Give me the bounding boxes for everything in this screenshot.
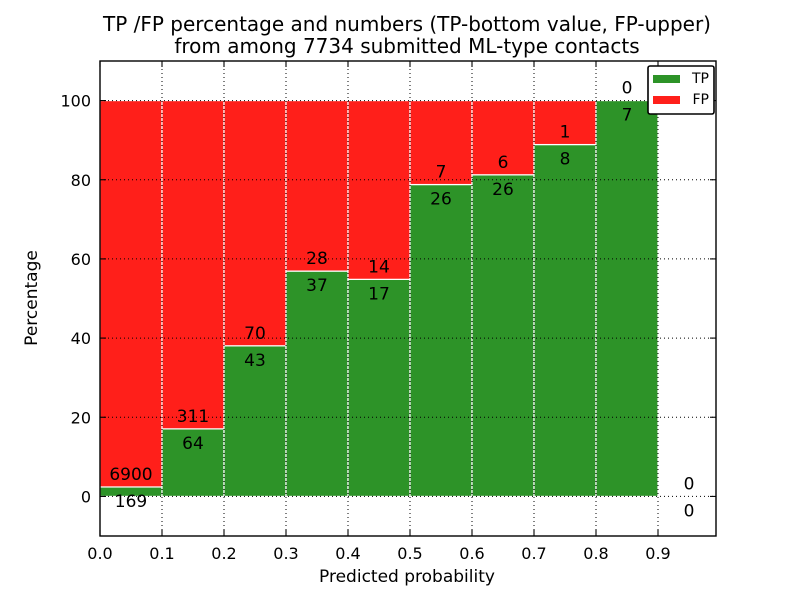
y-tick-label-0: 0 bbox=[81, 487, 91, 506]
tp-count-0.6-0.7: 26 bbox=[492, 180, 514, 200]
bar-tp-0.7-0.8 bbox=[533, 143, 597, 498]
x-tick-label-0.0: 0.0 bbox=[87, 544, 112, 563]
x-tick-label-0.6: 0.6 bbox=[459, 544, 484, 563]
fp-count-0.8-0.9: 0 bbox=[622, 79, 633, 99]
y-tick-label-60: 60 bbox=[71, 250, 91, 269]
legend-swatch-tp bbox=[653, 75, 680, 83]
x-tick-label-0.4: 0.4 bbox=[335, 544, 360, 563]
tp-count-0.5-0.6: 26 bbox=[430, 190, 452, 210]
tp-count-0.4-0.5: 17 bbox=[368, 284, 390, 304]
y-axis-label: Percentage bbox=[22, 250, 42, 346]
y-tick-label-80: 80 bbox=[71, 171, 91, 190]
axes-frame bbox=[99, 60, 717, 537]
fp-count-0.0-0.1: 6900 bbox=[109, 465, 152, 485]
chart-title-line1: TP /FP percentage and numbers (TP-bottom… bbox=[102, 12, 711, 36]
x-tick-label-0.1: 0.1 bbox=[149, 544, 174, 563]
x-tick-label-0.2: 0.2 bbox=[211, 544, 236, 563]
bar-tp-0.3-0.4 bbox=[285, 270, 349, 498]
legend: TP FP bbox=[647, 65, 715, 115]
bar-tp-0.8-0.9 bbox=[595, 99, 659, 498]
bar-fp-0.0-0.1 bbox=[99, 99, 163, 488]
bar-tp-0.5-0.6 bbox=[409, 183, 473, 498]
y-tick-label-100: 100 bbox=[60, 92, 91, 111]
bar-fp-0.3-0.4 bbox=[285, 99, 349, 272]
x-tick-label-0.3: 0.3 bbox=[273, 544, 298, 563]
bar-fp-0.2-0.3 bbox=[223, 99, 287, 347]
fp-count-0.2-0.3: 70 bbox=[244, 324, 266, 344]
x-tick-label-0.7: 0.7 bbox=[521, 544, 546, 563]
x-tick-label-0.8: 0.8 bbox=[583, 544, 608, 563]
x-axis-label: Predicted probability bbox=[319, 567, 495, 587]
fp-count-0.7-0.8: 1 bbox=[560, 123, 571, 143]
tp-count-0.8-0.9: 7 bbox=[622, 106, 633, 126]
plot-area: 0.0 0.1 0.2 0.3 0.4 0.5 0.6 0.7 0.8 0.90204060801… bbox=[60, 60, 717, 563]
y-tick-label-40: 40 bbox=[71, 329, 91, 348]
fp-count-0.6-0.7: 6 bbox=[498, 153, 509, 173]
tp-count-0.9-1.0: 0 bbox=[684, 501, 695, 521]
bar-tp-0.2-0.3 bbox=[223, 345, 287, 498]
x-tick-label-0.5: 0.5 bbox=[397, 544, 422, 563]
bar-fp-0.1-0.2 bbox=[161, 99, 225, 430]
fp-count-0.3-0.4: 28 bbox=[306, 249, 328, 269]
chart-title-line2: from among 7734 submitted ML-type contac… bbox=[174, 34, 639, 58]
bar-tp-0.4-0.5 bbox=[347, 278, 411, 498]
fp-count-0.5-0.6: 7 bbox=[436, 163, 447, 183]
legend-label-fp: FP bbox=[693, 92, 710, 108]
fp-count-0.4-0.5: 14 bbox=[368, 257, 390, 277]
tp-count-0.3-0.4: 37 bbox=[306, 276, 328, 296]
bar-tp-0.6-0.7 bbox=[471, 174, 535, 498]
y-tick-label-20: 20 bbox=[71, 408, 91, 427]
tp-count-0.2-0.3: 43 bbox=[244, 351, 266, 371]
legend-swatch-fp bbox=[653, 96, 680, 104]
tp-count-0.7-0.8: 8 bbox=[560, 150, 571, 170]
tp-count-0.1-0.2: 64 bbox=[182, 434, 204, 454]
fp-count-0.1-0.2: 311 bbox=[177, 407, 209, 427]
x-tick-label-0.9: 0.9 bbox=[645, 544, 670, 563]
tp-count-0.0-0.1: 169 bbox=[115, 492, 147, 512]
legend-label-tp: TP bbox=[691, 71, 709, 87]
bar-fp-0.4-0.5 bbox=[347, 99, 411, 280]
fp-count-0.9-1.0: 0 bbox=[684, 474, 695, 494]
